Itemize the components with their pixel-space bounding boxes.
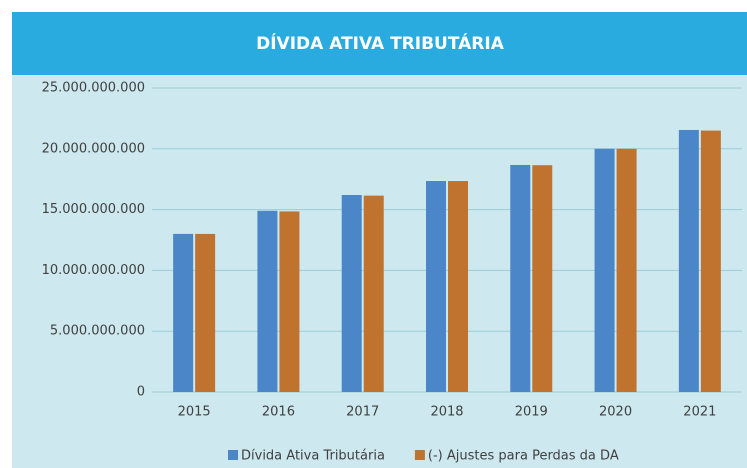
bar: [678, 129, 699, 392]
x-tick-label: 2015: [178, 405, 211, 420]
x-tick-label: 2018: [430, 405, 463, 420]
bar: [700, 130, 721, 392]
bar: [195, 233, 216, 392]
bar: [426, 181, 446, 392]
y-tick-label: 0: [137, 385, 145, 400]
x-tick-label: 2021: [683, 405, 716, 420]
bar: [616, 148, 637, 392]
x-tick-label: 2019: [515, 405, 548, 420]
y-tick-label: 5.000.000.000: [50, 324, 145, 339]
bar: [594, 148, 615, 392]
bar: [279, 211, 300, 392]
bar: [532, 165, 553, 392]
x-tick-label: 2016: [262, 405, 295, 420]
bar: [510, 164, 531, 392]
y-tick-label: 10.000.000.000: [42, 263, 145, 278]
legend-label: (-) Ajustes para Perdas da DA: [428, 449, 619, 464]
bar: [363, 195, 384, 392]
y-tick-label: 25.000.000.000: [42, 81, 145, 96]
x-tick-label: 2017: [346, 405, 379, 420]
bar: [341, 195, 362, 392]
bar: [448, 181, 468, 392]
bar: [257, 210, 278, 392]
y-tick-label: 20.000.000.000: [42, 141, 145, 156]
title-banner: [12, 12, 747, 75]
legend-swatch: [414, 450, 425, 460]
legend-swatch: [228, 450, 238, 460]
bar: [173, 233, 194, 392]
chart-title: DÍVIDA ATIVA TRIBUTÁRIA: [256, 32, 505, 54]
y-tick-label: 15.000.000.000: [42, 202, 145, 217]
legend-label: Dívida Ativa Tributária: [241, 449, 385, 464]
x-tick-label: 2020: [599, 405, 632, 420]
